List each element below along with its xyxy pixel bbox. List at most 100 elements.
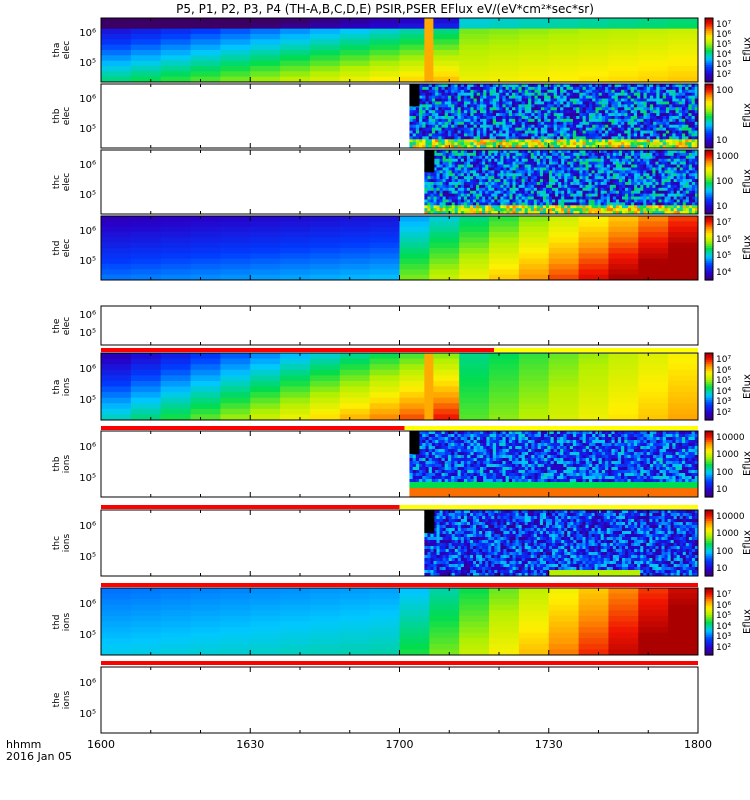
heatmap-cell bbox=[615, 211, 620, 215]
heatmap-cell bbox=[489, 130, 494, 134]
heatmap-cell bbox=[500, 161, 504, 166]
heatmap-cell bbox=[489, 145, 494, 149]
heatmap-cell bbox=[509, 161, 514, 166]
heatmap-cell bbox=[552, 170, 556, 174]
heatmap-cell bbox=[518, 142, 523, 146]
colorbar-cell bbox=[705, 226, 713, 230]
heatmap-cell bbox=[280, 364, 311, 371]
heatmap-cell bbox=[531, 89, 535, 94]
heatmap-cell bbox=[454, 133, 459, 137]
heatmap-cell bbox=[691, 170, 696, 174]
heatmap-cell bbox=[220, 71, 251, 78]
heatmap-cell bbox=[489, 216, 520, 222]
heatmap-cell bbox=[656, 92, 661, 97]
colorbar-cell bbox=[705, 355, 713, 359]
heatmap-cell bbox=[585, 118, 590, 123]
heatmap-cell bbox=[130, 28, 162, 35]
heatmap-cell bbox=[691, 142, 696, 146]
heatmap-cell bbox=[549, 155, 553, 160]
heatmap-cell bbox=[512, 136, 516, 140]
heatmap-cell bbox=[606, 170, 611, 174]
heatmap-cell bbox=[428, 127, 433, 132]
heatmap-cell bbox=[469, 161, 474, 166]
heatmap-cell bbox=[555, 158, 559, 163]
heatmap-cell bbox=[524, 164, 529, 168]
heatmap-cell bbox=[415, 116, 420, 120]
heatmap-cell bbox=[524, 167, 529, 171]
heatmap-cell bbox=[460, 127, 465, 132]
heatmap-cell bbox=[488, 199, 492, 203]
heatmap-cell bbox=[518, 133, 523, 137]
heatmap-cell bbox=[612, 170, 617, 174]
heatmap-cell bbox=[533, 208, 538, 212]
heatmap-cell bbox=[451, 170, 456, 174]
heatmap-cell bbox=[250, 403, 281, 410]
heatmap-cell bbox=[463, 116, 468, 120]
heatmap-cell bbox=[630, 84, 635, 88]
heatmap-cell bbox=[536, 211, 541, 215]
heatmap-cell bbox=[661, 155, 666, 160]
heatmap-cell bbox=[598, 113, 603, 117]
heatmap-cell bbox=[190, 380, 221, 387]
heatmap-cell bbox=[435, 136, 439, 140]
heatmap-cell bbox=[558, 155, 562, 160]
heatmap-cell bbox=[463, 86, 468, 91]
heatmap-cell bbox=[470, 133, 475, 137]
heatmap-cell bbox=[457, 199, 462, 203]
heatmap-cell bbox=[399, 253, 430, 260]
heatmap-cell bbox=[656, 130, 661, 134]
heatmap-cell bbox=[280, 358, 311, 365]
heatmap-cell bbox=[640, 130, 644, 134]
heatmap-cell bbox=[436, 211, 441, 215]
heatmap-cell bbox=[160, 66, 192, 72]
heatmap-cell bbox=[659, 113, 664, 117]
heatmap-cell bbox=[600, 155, 605, 160]
heatmap-cell bbox=[544, 92, 548, 97]
heatmap-cell bbox=[441, 101, 446, 105]
heatmap-cell bbox=[578, 408, 609, 415]
heatmap-cell bbox=[425, 110, 430, 114]
heatmap-cell bbox=[436, 161, 441, 166]
heatmap-cell bbox=[250, 237, 281, 244]
heatmap-cell bbox=[492, 145, 497, 149]
heatmap-cell bbox=[675, 89, 680, 94]
heatmap-cell bbox=[621, 155, 626, 160]
heatmap-cell bbox=[482, 164, 486, 168]
heatmap-cell bbox=[508, 110, 513, 114]
heatmap-cell bbox=[679, 176, 684, 180]
heatmap-cell bbox=[643, 164, 647, 168]
heatmap-cell bbox=[544, 136, 548, 140]
heatmap-cell bbox=[419, 118, 423, 123]
heatmap-cell bbox=[652, 164, 656, 168]
colorbar-cell bbox=[705, 86, 713, 89]
heatmap-cell bbox=[638, 264, 669, 270]
heatmap-cell bbox=[669, 124, 673, 129]
heatmap-cell bbox=[494, 202, 498, 206]
heatmap-cell bbox=[646, 107, 651, 111]
heatmap-cell bbox=[573, 202, 577, 206]
heatmap-cell bbox=[486, 110, 491, 114]
heatmap-cell bbox=[601, 124, 606, 129]
heatmap-cell bbox=[499, 124, 503, 129]
heatmap-cell bbox=[640, 152, 644, 157]
heatmap-cell bbox=[494, 182, 498, 186]
heatmap-cell bbox=[463, 170, 468, 174]
heatmap-cell bbox=[502, 130, 507, 134]
heatmap-cell bbox=[578, 44, 609, 51]
heatmap-cell bbox=[594, 161, 599, 166]
heatmap-cell bbox=[633, 95, 638, 100]
heatmap-cell bbox=[427, 176, 431, 180]
heatmap-cell bbox=[608, 397, 639, 404]
heatmap-cell bbox=[524, 190, 529, 195]
heatmap-cell bbox=[439, 150, 444, 154]
heatmap-cell bbox=[608, 358, 639, 365]
heatmap-cell bbox=[691, 155, 696, 160]
heatmap-cell bbox=[339, 18, 371, 24]
heatmap-cell bbox=[550, 127, 555, 132]
heatmap-cell bbox=[653, 84, 657, 88]
heatmap-cell bbox=[544, 95, 548, 100]
heatmap-cell bbox=[573, 161, 577, 166]
heatmap-cell bbox=[669, 104, 673, 108]
heatmap-cell bbox=[633, 145, 638, 149]
heatmap-cell bbox=[558, 158, 562, 163]
